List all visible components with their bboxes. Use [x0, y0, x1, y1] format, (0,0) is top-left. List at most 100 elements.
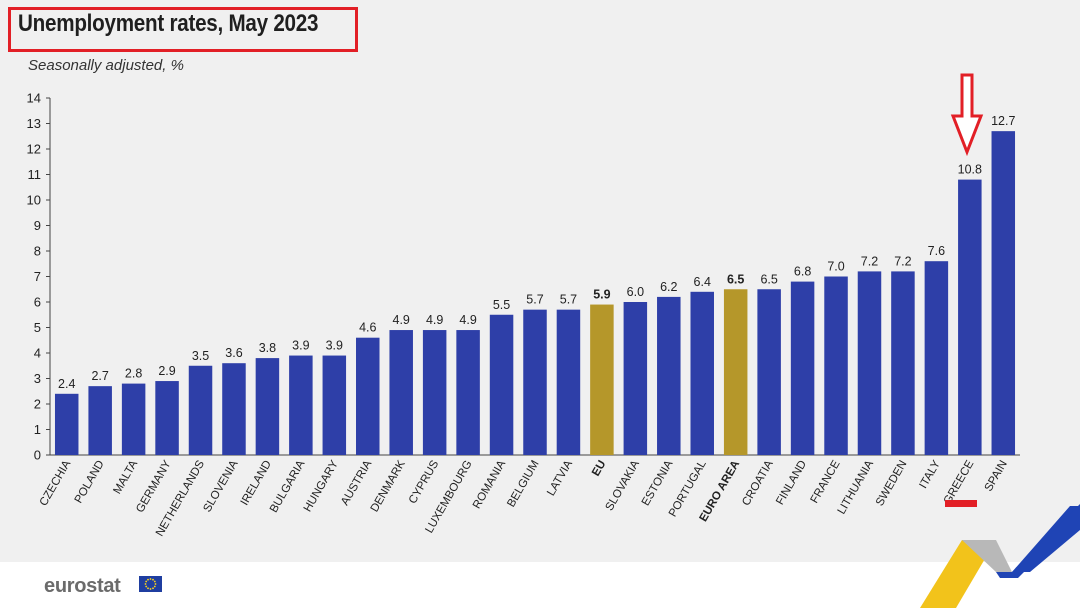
- down-arrow-icon: [950, 73, 984, 157]
- eu-flag-icon: [139, 576, 162, 592]
- category-label: BULGARIA: [268, 458, 308, 515]
- chart-subtitle: Seasonally adjusted, %: [28, 57, 184, 74]
- category-label: CROATIA: [740, 458, 776, 508]
- data-label: 5.7: [526, 293, 543, 307]
- data-label: 4.9: [459, 313, 476, 327]
- bar: [54, 393, 79, 455]
- data-label: 3.9: [292, 339, 309, 353]
- y-tick-label: 2: [34, 397, 41, 412]
- bar: [891, 271, 915, 455]
- data-label: 7.6: [928, 244, 945, 258]
- bar: [422, 330, 447, 455]
- chart-title: Unemployment rates, May 2023: [18, 10, 319, 37]
- data-label: 4.9: [426, 313, 443, 327]
- data-label: 3.5: [192, 349, 209, 363]
- greece-highlight-marker: [945, 500, 977, 507]
- bar: [690, 291, 714, 455]
- data-label: 5.5: [493, 298, 510, 312]
- category-label: ROMANIA: [471, 458, 508, 511]
- y-tick-label: 12: [27, 142, 41, 157]
- data-label: 6.8: [794, 265, 811, 279]
- category-label: DENMARK: [369, 458, 408, 514]
- category-label: ITALY: [917, 458, 943, 490]
- y-tick-label: 14: [27, 91, 41, 106]
- data-label: 4.9: [393, 313, 410, 327]
- category-label: CYPRUS: [407, 458, 442, 506]
- bar: [590, 304, 614, 455]
- bar: [623, 302, 648, 455]
- data-label: 2.4: [58, 377, 75, 391]
- category-label: SLOVAKIA: [604, 458, 643, 513]
- bar: [857, 271, 882, 455]
- category-label: ESTONIA: [640, 458, 676, 508]
- y-tick-label: 6: [34, 295, 41, 310]
- bar: [322, 355, 347, 455]
- category-label: POLAND: [73, 459, 107, 506]
- category-label: FINLAND: [774, 459, 809, 508]
- bar-chart: 012345678910111213142.4CZECHIA2.7POLAND2…: [27, 91, 1020, 539]
- y-tick-label: 7: [34, 269, 41, 284]
- bar: [991, 131, 1016, 455]
- category-label: IRELAND: [239, 459, 274, 508]
- y-tick-label: 13: [27, 116, 41, 131]
- category-label: EU: [590, 459, 608, 479]
- title-highlight-box: [8, 7, 358, 52]
- category-label: SPAIN: [983, 459, 1010, 494]
- data-label: 6.5: [727, 272, 744, 286]
- data-label: 3.9: [326, 339, 343, 353]
- bar: [121, 383, 146, 455]
- data-label: 12.7: [991, 114, 1015, 128]
- bar: [356, 337, 380, 455]
- y-tick-label: 3: [34, 371, 41, 386]
- data-label: 2.8: [125, 367, 142, 381]
- data-label: 3.6: [225, 346, 242, 360]
- bar: [88, 386, 112, 455]
- category-label: SLOVENIA: [201, 458, 240, 514]
- y-tick-label: 11: [28, 167, 42, 182]
- category-label: LATVIA: [545, 458, 575, 498]
- bar: [222, 363, 246, 455]
- data-label: 5.7: [560, 293, 577, 307]
- y-tick-label: 9: [34, 218, 41, 233]
- bar: [790, 281, 815, 455]
- data-label: 6.2: [660, 280, 677, 294]
- data-label: 7.0: [827, 260, 844, 274]
- data-label: 7.2: [894, 254, 911, 268]
- bar: [456, 330, 480, 455]
- category-label: HUNGARY: [302, 458, 341, 514]
- data-label: 10.8: [958, 163, 982, 177]
- footer: [0, 562, 1080, 608]
- y-tick-label: 4: [34, 346, 41, 361]
- corner-decoration: [920, 504, 1080, 608]
- category-label: LITHUANIA: [836, 458, 877, 516]
- data-label: 7.2: [861, 254, 878, 268]
- eurostat-logo: eurostat: [44, 575, 121, 597]
- data-label: 5.9: [593, 288, 610, 302]
- category-label: CZECHIA: [38, 458, 74, 508]
- bar: [289, 355, 313, 455]
- bar: [188, 365, 213, 455]
- category-label: FRANCE: [809, 458, 843, 505]
- bar: [389, 330, 413, 455]
- data-label: 6.5: [760, 272, 777, 286]
- bar: [489, 314, 514, 455]
- bar: [523, 309, 547, 455]
- data-label: 4.6: [359, 321, 376, 335]
- category-label: AUSTRIA: [339, 458, 374, 507]
- data-label: 6.4: [694, 275, 711, 289]
- bar: [757, 289, 781, 455]
- y-tick-label: 8: [34, 244, 41, 259]
- bar: [924, 261, 949, 455]
- bar: [824, 276, 848, 455]
- bar: [958, 179, 982, 455]
- data-label: 6.0: [627, 285, 644, 299]
- bar: [255, 358, 280, 455]
- y-tick-label: 1: [34, 422, 41, 437]
- bar: [556, 309, 581, 455]
- category-label: BELGIUM: [505, 459, 541, 510]
- y-tick-label: 0: [34, 448, 41, 463]
- bar: [657, 296, 681, 455]
- bar: [155, 381, 179, 455]
- category-label: GERMANY: [134, 458, 174, 515]
